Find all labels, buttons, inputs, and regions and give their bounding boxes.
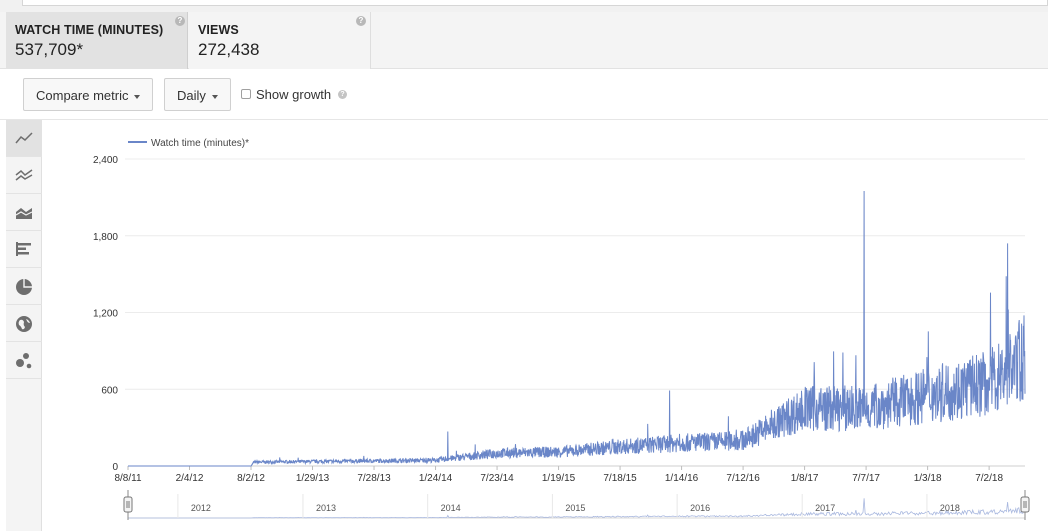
x-tick-label: 7/2/18: [975, 473, 1003, 484]
metric-value: 537,709*: [15, 40, 84, 59]
help-icon[interactable]: ?: [175, 16, 185, 26]
x-tick-label: 7/18/15: [603, 473, 637, 484]
x-tick-label: 7/23/14: [480, 473, 514, 484]
x-tick-label: 1/19/15: [542, 473, 576, 484]
x-tick-label: 1/24/14: [419, 473, 453, 484]
metric-tab-watch-time[interactable]: WATCH TIME (MINUTES) 537,709* ?: [6, 12, 188, 69]
metric-tab-views[interactable]: VIEWS 272,438 ?: [189, 12, 371, 69]
series-line-watch-time: [128, 190, 1026, 467]
x-tick-label: 1/14/16: [665, 473, 699, 484]
period-dropdown[interactable]: Daily: [164, 78, 231, 111]
navigator-year-label: 2016: [690, 503, 710, 513]
navigator-year-label: 2018: [940, 503, 960, 513]
show-growth-checkbox[interactable]: [241, 89, 251, 99]
navigator-year-label: 2012: [191, 503, 211, 513]
navigator-year-label: 2015: [565, 503, 585, 513]
navigator-bg: [128, 494, 1025, 518]
x-tick-label: 7/12/16: [726, 473, 760, 484]
navigator-year-label: 2013: [316, 503, 336, 513]
y-tick-label: 1,800: [93, 232, 118, 243]
metric-tabs: WATCH TIME (MINUTES) 537,709* ? VIEWS 27…: [0, 12, 1048, 69]
caret-down-icon: [211, 94, 218, 99]
x-tick-label: 1/8/17: [791, 473, 819, 484]
globe-map-icon[interactable]: [6, 305, 42, 342]
navigator-series: [128, 498, 1026, 519]
compare-metric-button[interactable]: Compare metric: [23, 78, 154, 111]
caret-down-icon: [134, 94, 141, 99]
x-tick-label: 1/29/13: [296, 473, 330, 484]
chart-svg: Watch time (minutes)* 0 600 1,200 1,800 2,400…: [93, 138, 1030, 520]
watch-time-chart: Watch time (minutes)* 0 600 1,200 1,800 2,400…: [43, 121, 1048, 531]
compare-metric-label: Compare metric: [36, 88, 129, 103]
metric-label: WATCH TIME (MINUTES): [15, 23, 164, 37]
navigator-right-handle[interactable]: [1020, 496, 1030, 513]
y-tick-label: 2,400: [93, 155, 118, 166]
y-tick-label: 1,200: [93, 309, 118, 320]
x-tick-label: 2/4/12: [176, 473, 204, 484]
chart-controls: Compare metric Daily: [0, 70, 1048, 120]
stacked-area-icon[interactable]: [6, 194, 42, 231]
top-frame-inner: [22, 0, 1048, 6]
bar-chart-icon[interactable]: [6, 231, 42, 268]
x-tick-label: 8/2/12: [237, 473, 265, 484]
metric-label: VIEWS: [198, 23, 239, 37]
period-label: Daily: [177, 88, 206, 103]
legend-label: Watch time (minutes)*: [151, 138, 249, 149]
help-icon[interactable]: ?: [338, 90, 347, 99]
bubble-chart-icon[interactable]: [6, 342, 42, 379]
x-tick-label: 7/28/13: [357, 473, 391, 484]
help-icon[interactable]: ?: [356, 16, 366, 26]
navigator-left-handle[interactable]: [123, 496, 133, 513]
metric-value: 272,438: [198, 40, 260, 59]
chart-type-toolbar: [6, 120, 42, 531]
line-chart-icon[interactable]: [6, 120, 42, 157]
x-tick-label: 7/7/17: [852, 473, 880, 484]
y-tick-label: 0: [112, 462, 118, 473]
x-tick-label: 8/8/11: [114, 473, 141, 484]
x-tick-label: 1/3/18: [914, 473, 942, 484]
top-frame: [0, 0, 1048, 12]
navigator-year-label: 2017: [815, 503, 835, 513]
multi-line-chart-icon[interactable]: [6, 157, 42, 194]
pie-chart-icon[interactable]: [6, 268, 42, 305]
show-growth-label[interactable]: Show growth: [256, 87, 332, 102]
y-tick-label: 600: [101, 385, 118, 396]
navigator-year-label: 2014: [441, 503, 461, 513]
